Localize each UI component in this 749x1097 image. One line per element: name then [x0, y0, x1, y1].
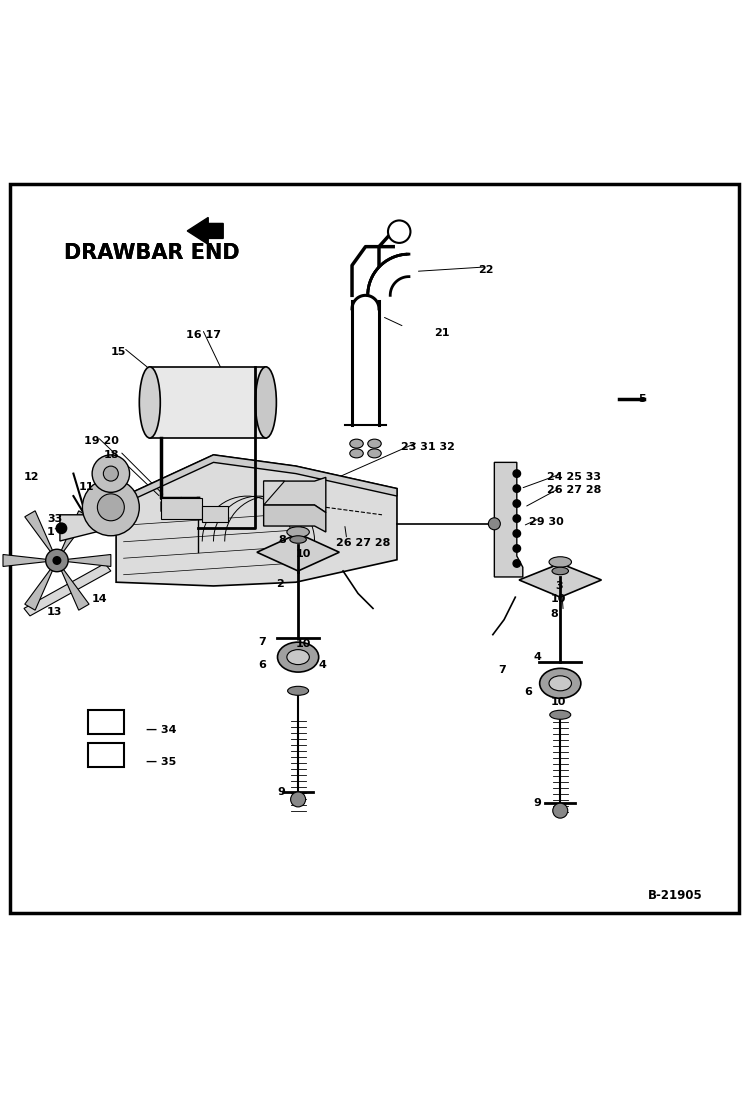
Text: 10: 10: [296, 640, 312, 649]
Text: DRAWBAR END: DRAWBAR END: [64, 242, 239, 262]
Text: 2: 2: [276, 579, 283, 589]
Text: 15: 15: [111, 348, 127, 358]
Circle shape: [553, 803, 568, 818]
Text: 6: 6: [524, 688, 533, 698]
Circle shape: [52, 556, 61, 565]
Polygon shape: [116, 455, 397, 586]
Circle shape: [92, 455, 130, 493]
Circle shape: [46, 550, 68, 572]
Ellipse shape: [550, 710, 571, 720]
Ellipse shape: [549, 676, 571, 691]
Polygon shape: [25, 511, 57, 561]
Text: 10: 10: [296, 550, 312, 559]
Text: 19 20: 19 20: [84, 437, 119, 446]
Text: 16 17: 16 17: [186, 330, 221, 340]
Circle shape: [488, 518, 500, 530]
Ellipse shape: [552, 567, 568, 575]
Text: 3: 3: [556, 581, 563, 591]
Ellipse shape: [368, 449, 381, 457]
Text: B-21905: B-21905: [648, 889, 703, 902]
Ellipse shape: [288, 687, 309, 695]
Text: 21: 21: [434, 328, 450, 338]
Ellipse shape: [368, 439, 381, 449]
Circle shape: [97, 494, 124, 521]
Circle shape: [513, 514, 521, 522]
Ellipse shape: [350, 449, 363, 457]
Text: 13: 13: [46, 607, 62, 618]
Polygon shape: [25, 561, 57, 610]
Text: 18: 18: [103, 450, 119, 460]
Text: 11: 11: [79, 482, 94, 493]
Text: 4: 4: [318, 659, 327, 669]
Text: 22: 22: [478, 264, 494, 275]
Ellipse shape: [277, 642, 319, 672]
Polygon shape: [60, 514, 105, 541]
Bar: [161, 498, 202, 519]
Polygon shape: [161, 498, 201, 517]
Ellipse shape: [287, 527, 309, 538]
Text: 24 25 33: 24 25 33: [547, 472, 601, 482]
Polygon shape: [57, 554, 111, 566]
Polygon shape: [116, 455, 397, 507]
Circle shape: [56, 523, 67, 533]
Text: 4: 4: [533, 652, 542, 663]
Polygon shape: [187, 217, 223, 245]
Ellipse shape: [287, 649, 309, 665]
Text: — 35: — 35: [146, 757, 176, 767]
Circle shape: [513, 500, 521, 507]
Circle shape: [388, 220, 410, 242]
Bar: [88, 710, 124, 734]
Polygon shape: [3, 554, 57, 566]
Circle shape: [513, 530, 521, 538]
Text: — 34: — 34: [146, 725, 177, 735]
Ellipse shape: [549, 557, 571, 567]
Bar: [150, 366, 266, 438]
Text: 10: 10: [551, 595, 566, 604]
Ellipse shape: [539, 668, 580, 699]
Polygon shape: [264, 477, 326, 512]
Text: 1: 1: [47, 527, 55, 538]
Text: 23 31 32: 23 31 32: [401, 442, 455, 452]
Text: 26 27 28: 26 27 28: [547, 485, 601, 495]
Text: 29 30: 29 30: [529, 517, 563, 527]
Text: 9: 9: [533, 799, 542, 808]
Text: 7: 7: [258, 637, 266, 647]
Polygon shape: [257, 533, 339, 570]
Text: 9: 9: [277, 787, 285, 796]
Circle shape: [513, 485, 521, 493]
Polygon shape: [494, 462, 523, 577]
Text: 5: 5: [638, 394, 646, 404]
Polygon shape: [519, 564, 601, 597]
Polygon shape: [264, 505, 326, 532]
Polygon shape: [24, 564, 111, 615]
Circle shape: [291, 792, 306, 807]
Bar: [202, 506, 228, 522]
Circle shape: [513, 559, 521, 567]
Polygon shape: [264, 482, 285, 505]
Text: 26 27 28: 26 27 28: [336, 538, 390, 547]
Circle shape: [513, 545, 521, 552]
Circle shape: [513, 470, 521, 477]
Text: 8: 8: [551, 610, 558, 620]
Polygon shape: [57, 511, 89, 561]
Ellipse shape: [290, 535, 306, 543]
Polygon shape: [57, 561, 89, 610]
Text: 6: 6: [258, 659, 267, 669]
Circle shape: [103, 466, 118, 482]
Text: 7: 7: [498, 665, 506, 675]
Text: DRAWBAR END: DRAWBAR END: [64, 242, 239, 262]
Text: 12: 12: [24, 473, 40, 483]
Ellipse shape: [255, 366, 276, 438]
Bar: [88, 744, 124, 767]
Text: 8: 8: [279, 534, 286, 544]
Ellipse shape: [350, 439, 363, 449]
Text: 14: 14: [91, 595, 107, 604]
Text: 10: 10: [551, 697, 566, 708]
Text: 33: 33: [47, 513, 62, 523]
Ellipse shape: [139, 366, 160, 438]
Circle shape: [82, 479, 139, 535]
